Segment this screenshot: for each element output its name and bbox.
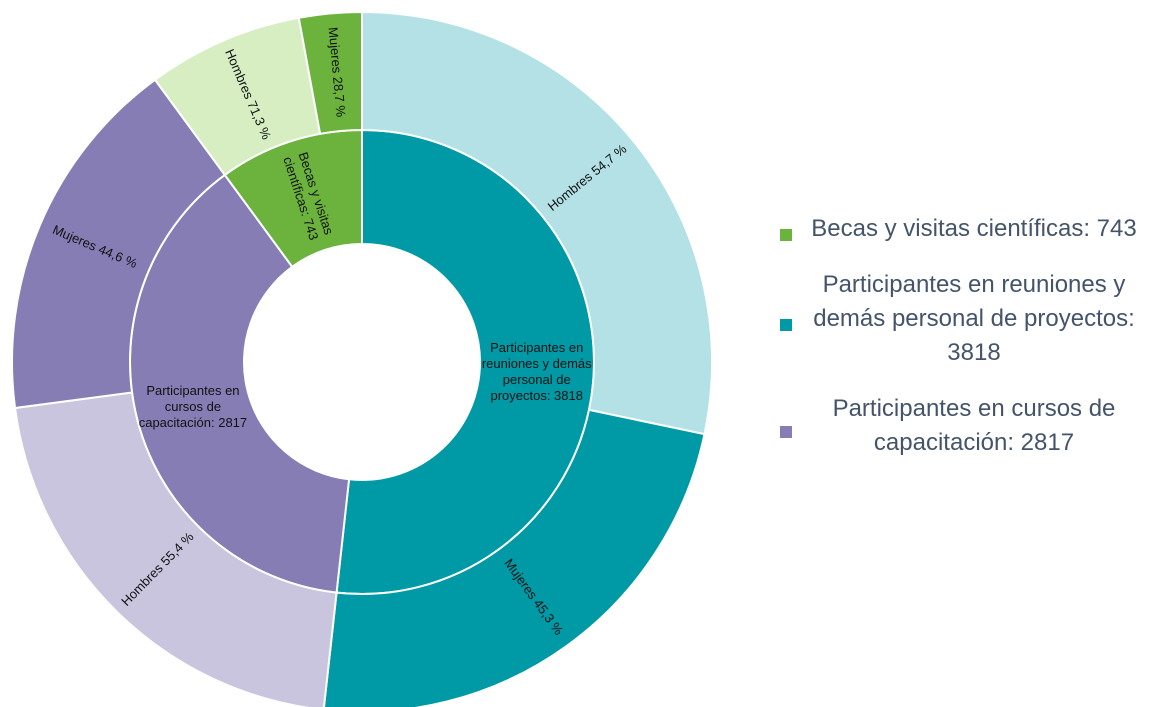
inner-hole (245, 245, 479, 479)
legend-swatch (780, 426, 792, 438)
outer-segment (361, 10, 713, 436)
legend-item: Participantes en reuniones y demás perso… (780, 268, 1150, 370)
legend: Becas y visitas científicas: 743 Particip… (780, 212, 1150, 482)
legend-label: Becas y visitas científicas: 743 (811, 215, 1137, 242)
outer-segment (11, 78, 227, 410)
outer-segment (297, 10, 363, 135)
outer-segment (322, 408, 706, 707)
legend-swatch (780, 229, 792, 241)
legend-swatch (780, 319, 792, 331)
legend-label: Participantes en reuniones y demás perso… (813, 271, 1135, 366)
legend-item: Becas y visitas científicas: 743 (780, 212, 1150, 246)
legend-label: Participantes en cursos de capacitación:… (832, 395, 1116, 456)
sunburst: Hombres 54,7 %Mujeres 45,3 %Hombres 55,4… (11, 10, 713, 707)
segment-name: Mujeres (325, 26, 344, 74)
outer-segment (13, 391, 338, 707)
legend-item: Participantes en cursos de capacitación:… (780, 392, 1150, 460)
outer-label: Mujeres 28,7 % (325, 26, 348, 118)
segment-value-label: 28,7 % (330, 76, 349, 118)
inner-label: Participantes en reuniones y demás perso… (481, 339, 592, 403)
inner-label: Participantes en cursos de capacitación:… (138, 383, 248, 431)
